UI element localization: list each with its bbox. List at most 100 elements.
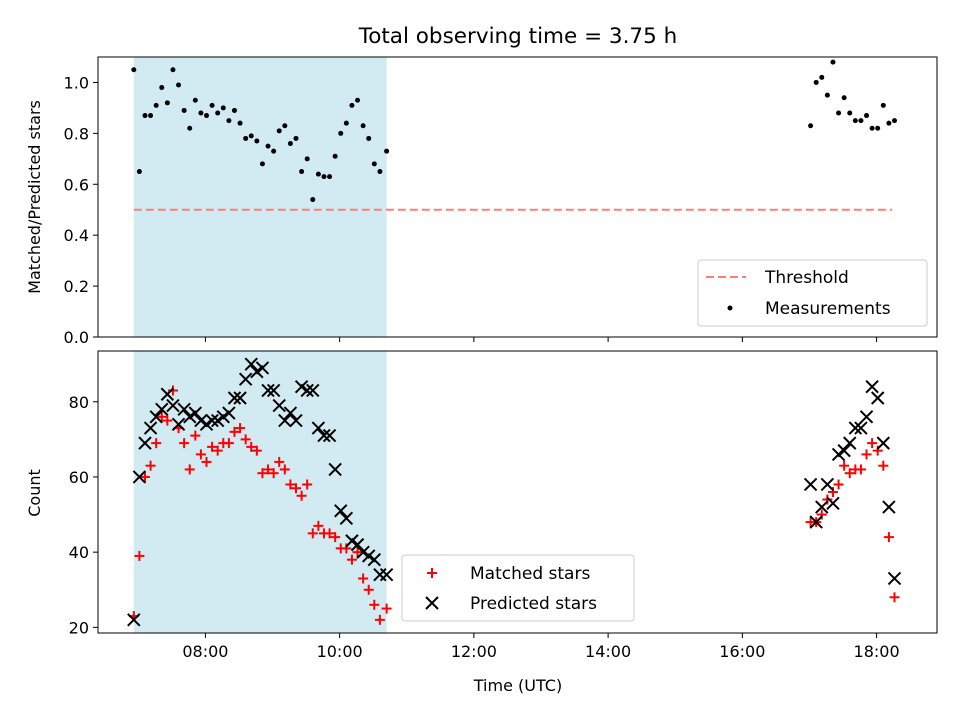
predicted-star-point <box>255 361 270 375</box>
matched-star-point <box>285 479 296 490</box>
measurement-point <box>830 59 836 65</box>
matched-star-point <box>167 385 178 396</box>
predicted-star-point <box>339 511 354 526</box>
measurement-point <box>142 113 148 119</box>
bottom-axes-frame <box>97 350 938 634</box>
predicted-star-point <box>322 428 337 443</box>
predicted-star-point <box>311 421 326 435</box>
predicted-star-point <box>233 391 247 405</box>
matched-star-point <box>822 494 833 505</box>
predicted-star-point <box>334 504 348 518</box>
measurement-point <box>360 123 366 129</box>
measurement-point <box>886 120 892 126</box>
measurement-point <box>366 135 372 141</box>
predicted-star-point <box>803 477 818 492</box>
measurement-point <box>153 102 159 108</box>
predicted-star-point <box>317 428 331 443</box>
measurement-point <box>271 148 277 154</box>
predicted-star-point <box>171 417 186 432</box>
measurement-point <box>220 105 226 111</box>
matched-star-point <box>827 487 838 497</box>
matched-star-point <box>883 532 894 543</box>
matched-star-point <box>324 528 335 539</box>
measurement-point <box>226 118 232 124</box>
matched-star-point <box>358 573 369 584</box>
x-tick-label: 10:00 <box>317 642 363 661</box>
measurement-point <box>343 120 349 126</box>
measurement-point <box>170 67 176 73</box>
matched-star-point <box>381 603 392 614</box>
matched-star-point <box>878 460 889 471</box>
predicted-star-point <box>876 436 891 450</box>
measurement-point <box>299 169 305 175</box>
measurement-point <box>349 102 355 108</box>
top-shaded-span <box>133 57 387 337</box>
matched-star-point <box>134 550 145 561</box>
predicted-star-point <box>289 413 303 428</box>
bottom-y-ticks: 20 40 60 80 <box>69 393 98 637</box>
predicted-star-point <box>283 406 298 420</box>
predicted-star-point <box>843 436 857 450</box>
measurement-point <box>310 197 316 203</box>
predicted-star-point <box>328 462 342 477</box>
matched-star-point <box>363 584 374 595</box>
measurement-point <box>321 174 327 180</box>
top-legend: Threshold Measurements <box>697 259 928 327</box>
matched-star-point <box>369 599 380 610</box>
matched-star-point <box>263 464 274 475</box>
predicted-star-point <box>350 537 365 552</box>
legend-threshold: Threshold <box>764 268 849 288</box>
measurement-point <box>254 138 260 144</box>
predicted-star-point <box>367 552 382 567</box>
predicted-star-point <box>160 387 175 401</box>
matched-star-point <box>268 468 279 479</box>
measurement-point <box>187 125 193 131</box>
predicted-star-point <box>227 391 242 405</box>
top-axes-frame <box>97 56 938 338</box>
measurement-point <box>858 118 864 124</box>
measurement-point <box>891 118 897 124</box>
measurement-point <box>355 97 361 103</box>
predicted-star-point <box>871 391 885 405</box>
matched-legend-icon <box>427 568 437 578</box>
measurement-point <box>813 79 819 85</box>
predicted-star-point <box>882 500 896 514</box>
predicted-star-point <box>379 568 394 582</box>
measurement-point <box>198 110 204 116</box>
matched-star-point <box>251 445 262 456</box>
matched-star-point <box>302 479 313 490</box>
top-y-ticks: 0.0 0.2 0.4 0.6 0.8 1.0 <box>64 73 98 347</box>
matched-star-point <box>223 438 234 449</box>
predicted-star-point <box>177 402 191 416</box>
measurement-point <box>243 135 249 141</box>
measurement-points <box>131 59 897 203</box>
matched-star-point <box>279 464 290 475</box>
measurement-point <box>875 125 881 131</box>
top-y-axis-label: Matched/Predicted stars <box>25 100 44 294</box>
matched-star-point <box>861 449 872 460</box>
matched-star-point <box>190 430 201 441</box>
predicted-star-point <box>149 410 163 424</box>
measurement-point <box>209 102 215 108</box>
matched-star-point <box>274 456 285 467</box>
measurement-point <box>377 169 383 175</box>
matched-star-point <box>240 434 251 445</box>
predicted-star-point <box>306 383 320 398</box>
count-points <box>127 357 902 627</box>
measurement-point <box>164 100 170 106</box>
y-tick-label: 0.2 <box>64 277 89 296</box>
matched-star-point <box>201 456 212 467</box>
measurement-point <box>824 92 830 98</box>
measurement-point <box>338 130 344 136</box>
matched-star-point <box>156 411 167 422</box>
legend-predicted-stars: Predicted stars <box>470 594 597 614</box>
measurement-point <box>176 82 182 88</box>
predicted-star-point <box>244 357 258 371</box>
measurement-point <box>304 156 310 162</box>
predicted-star-point <box>261 383 275 398</box>
x-axis-label: Time (UTC) <box>473 676 562 695</box>
matched-star-point <box>352 547 363 558</box>
predicted-star-point <box>155 402 169 416</box>
measurement-point <box>836 110 842 116</box>
